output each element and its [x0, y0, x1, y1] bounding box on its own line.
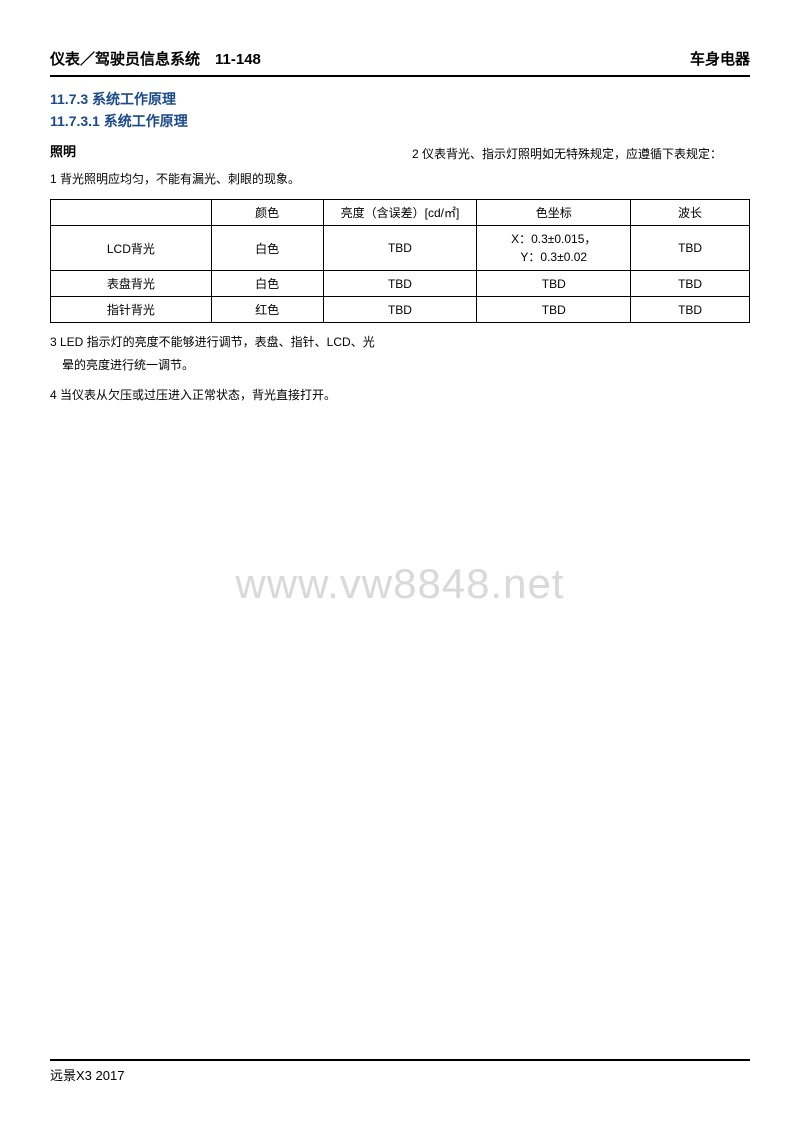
note-1: 1 背光照明应均匀，不能有漏光、刺眼的现象。	[50, 170, 388, 189]
cell-coord: TBD	[477, 297, 631, 323]
header-left: 仪表／驾驶员信息系统 11-148	[50, 48, 261, 69]
cell-brightness: TBD	[323, 271, 477, 297]
cell-coord: TBD	[477, 271, 631, 297]
page-footer: 远景X3 2017	[50, 1059, 750, 1084]
coord-y: Y：0.3±0.02	[483, 248, 624, 266]
cell-label: 指针背光	[51, 297, 212, 323]
note-3-line1: 3 LED 指示灯的亮度不能够进行调节，表盘、指针、LCD、光	[50, 333, 750, 352]
header-right: 车身电器	[690, 48, 750, 69]
table-header-row: 颜色 亮度（含误差）[cd/㎡] 色坐标 波长	[51, 200, 750, 226]
cell-wavelength: TBD	[631, 271, 750, 297]
col-coord: 色坐标	[477, 200, 631, 226]
cell-color: 白色	[211, 226, 323, 271]
subsection-heading: 11.7.3.1 系统工作原理	[50, 111, 750, 131]
lighting-label: 照明	[50, 141, 388, 160]
spec-table: 颜色 亮度（含误差）[cd/㎡] 色坐标 波长 LCD背光 白色 TBD X：0…	[50, 199, 750, 323]
table-row: 指针背光 红色 TBD TBD TBD	[51, 297, 750, 323]
cell-brightness: TBD	[323, 297, 477, 323]
note-3-line2: 晕的亮度进行统一调节。	[50, 356, 750, 375]
note-2: 2 仪表背光、指示灯照明如无特殊规定，应遵循下表规定：	[412, 145, 750, 164]
col-color: 颜色	[211, 200, 323, 226]
section-heading: 11.7.3 系统工作原理	[50, 89, 750, 109]
cell-label: 表盘背光	[51, 271, 212, 297]
col-brightness: 亮度（含误差）[cd/㎡]	[323, 200, 477, 226]
cell-wavelength: TBD	[631, 226, 750, 271]
cell-wavelength: TBD	[631, 297, 750, 323]
watermark: www.vw8848.net	[0, 560, 800, 608]
cell-color: 白色	[211, 271, 323, 297]
cell-coord: X：0.3±0.015， Y：0.3±0.02	[477, 226, 631, 271]
cell-brightness: TBD	[323, 226, 477, 271]
footer-text: 远景X3 2017	[50, 1068, 124, 1083]
page-header: 仪表／驾驶员信息系统 11-148 车身电器	[50, 48, 750, 77]
note-4: 4 当仪表从欠压或过压进入正常状态，背光直接打开。	[50, 386, 750, 405]
coord-x: X：0.3±0.015，	[483, 230, 624, 248]
cell-color: 红色	[211, 297, 323, 323]
two-column-intro: 照明 1 背光照明应均匀，不能有漏光、刺眼的现象。 2 仪表背光、指示灯照明如无…	[50, 141, 750, 193]
col-blank	[51, 200, 212, 226]
cell-label: LCD背光	[51, 226, 212, 271]
col-wavelength: 波长	[631, 200, 750, 226]
table-row: 表盘背光 白色 TBD TBD TBD	[51, 271, 750, 297]
table-row: LCD背光 白色 TBD X：0.3±0.015， Y：0.3±0.02 TBD	[51, 226, 750, 271]
